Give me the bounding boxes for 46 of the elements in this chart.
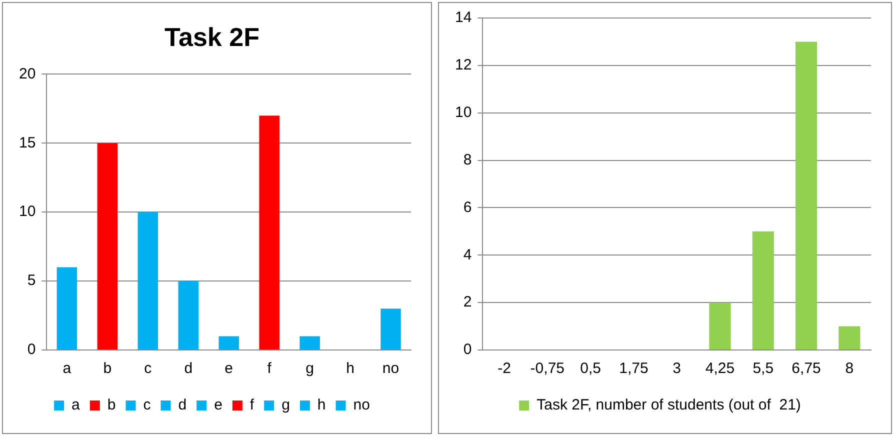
x-tick-label: no [382, 360, 400, 378]
y-tick-label: 12 [454, 56, 472, 74]
legend-label: a [72, 396, 81, 414]
x-tick-label: 6,75 [792, 360, 821, 378]
y-tick-label: 10 [454, 104, 472, 121]
x-tick-label: h [346, 360, 354, 378]
x-tick-label: 3 [672, 360, 682, 378]
x-tick-label: c [144, 360, 152, 378]
x-tick-label: 1,75 [619, 360, 648, 378]
y-tick-label: 14 [454, 9, 472, 26]
legend-label: b [107, 396, 116, 414]
y-tick-label: 10 [18, 203, 36, 220]
legend-label: e [214, 396, 222, 414]
bar [838, 326, 860, 350]
y-tick-label: 0 [463, 341, 472, 358]
legend-label: c [143, 396, 152, 414]
y-tick-label: 8 [463, 151, 472, 168]
x-tick-label: a [62, 360, 72, 378]
bar [709, 302, 731, 350]
bar [795, 42, 818, 350]
legend-label: h [317, 396, 326, 414]
legend-label: d [178, 396, 187, 414]
x-tick-label: f [267, 360, 272, 378]
x-tick-label: 0,5 [580, 360, 601, 378]
y-tick-label: 4 [463, 246, 472, 264]
x-tick-label: g [306, 360, 314, 378]
y-tick-label: 5 [27, 272, 36, 290]
y-tick-label: 15 [18, 134, 36, 152]
x-tick-label: 8 [845, 360, 854, 378]
y-tick-label: 20 [18, 65, 36, 82]
y-tick-label: 6 [463, 198, 472, 216]
x-tick-label: -2 [498, 360, 511, 378]
y-tick-label: 2 [463, 294, 472, 311]
x-tick-label: -0,75 [530, 360, 565, 378]
legend-label: f [250, 396, 255, 414]
legend-label: g [282, 396, 290, 414]
x-tick-label: d [184, 360, 193, 378]
chart-title: Task 2F [164, 22, 260, 52]
legend-label: no [353, 396, 370, 414]
x-tick-label: 5,5 [752, 360, 774, 378]
x-tick-label: 4,25 [705, 360, 735, 378]
bar [752, 231, 774, 350]
x-tick-label: b [103, 360, 112, 378]
x-tick-label: e [224, 360, 234, 378]
y-tick-label: 0 [27, 341, 36, 358]
legend-label: Task 2F, number of students (out of 21) [536, 396, 801, 414]
